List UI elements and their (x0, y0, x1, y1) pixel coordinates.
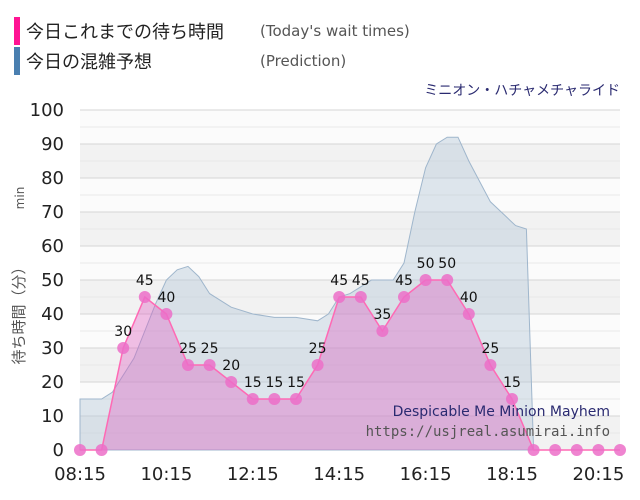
data-label: 35 (373, 307, 391, 323)
actual-point (246, 393, 259, 405)
y-axis-label: 待ち時間（分） (10, 259, 28, 364)
y-tick-label: 100 (30, 100, 64, 121)
actual-point (354, 291, 367, 303)
y-tick-label: 0 (53, 440, 64, 461)
data-label: 15 (287, 375, 305, 391)
actual-point (614, 444, 626, 456)
data-label: 20 (222, 358, 240, 374)
actual-point (95, 444, 108, 456)
actual-point (506, 393, 518, 405)
attraction-name-jp: ミニオン・ハチャメチャライド (424, 83, 620, 99)
attraction-name-en: Despicable Me Minion Mayhem (393, 404, 610, 420)
x-tick-label: 12:15 (227, 464, 279, 485)
legend-actual-label: 今日これまでの待ち時間 (26, 22, 224, 43)
data-label: 40 (157, 290, 175, 306)
y-axis-unit: min (13, 187, 27, 210)
actual-line (80, 279, 620, 451)
y-axis-ticks: 0 10 20 30 40 50 60 70 80 90 100 (30, 100, 64, 461)
x-tick-label: 16:15 (400, 464, 452, 485)
data-label: 45 (352, 273, 370, 289)
actual-series (74, 274, 626, 456)
actual-point (570, 444, 583, 456)
data-label: 45 (136, 273, 154, 289)
y-tick-label: 70 (41, 202, 64, 223)
actual-point (268, 393, 281, 405)
actual-point (462, 308, 475, 320)
data-label: 45 (395, 273, 413, 289)
x-tick-label: 08:15 (54, 464, 106, 485)
legend-prediction: 今日の混雑予想 (14, 46, 152, 76)
y-tick-label: 80 (41, 168, 64, 189)
data-label: 25 (201, 341, 219, 357)
actual-area (80, 280, 620, 450)
actual-point (225, 376, 238, 388)
actual-point (311, 359, 324, 371)
data-label: 25 (309, 341, 327, 357)
y-tick-label: 10 (41, 406, 64, 427)
y-tick-label: 50 (41, 270, 64, 291)
actual-point (333, 291, 346, 303)
data-label: 15 (244, 375, 262, 391)
actual-point (592, 444, 605, 456)
y-tick-label: 90 (41, 134, 64, 155)
legend-prediction-label: 今日の混雑予想 (26, 52, 152, 73)
actual-point (138, 291, 151, 303)
actual-point (419, 274, 432, 286)
legend-prediction-sub: (Prediction) (260, 52, 347, 70)
data-label: 45 (330, 273, 348, 289)
x-tick-label: 10:15 (140, 464, 192, 485)
data-label: 30 (114, 324, 132, 340)
x-axis-ticks: 08:15 10:15 12:15 14:15 16:15 18:15 20:15 (54, 464, 624, 485)
data-label: 25 (179, 341, 197, 357)
data-label: 50 (438, 256, 456, 272)
data-label: 40 (460, 290, 478, 306)
actual-point (203, 359, 216, 371)
data-label: 15 (265, 375, 283, 391)
actual-point (484, 359, 497, 371)
legend-actual-sub: (Today's wait times) (260, 22, 410, 40)
y-tick-label: 60 (41, 236, 64, 257)
actual-point (398, 291, 410, 303)
data-label: 15 (503, 375, 521, 391)
actual-point (182, 359, 194, 371)
site-url: https://usjreal.asumirai.info (366, 424, 610, 440)
actual-point (527, 444, 540, 456)
actual-point (74, 444, 86, 456)
actual-point (549, 444, 562, 456)
actual-point (117, 342, 130, 354)
y-tick-label: 30 (41, 338, 64, 359)
actual-point (160, 308, 173, 320)
actual-point (290, 393, 302, 405)
legend-actual: 今日これまでの待ち時間 (14, 16, 224, 46)
y-tick-label: 40 (41, 304, 64, 325)
x-tick-label: 18:15 (486, 464, 538, 485)
x-tick-label: 14:15 (313, 464, 365, 485)
data-label: 25 (481, 341, 499, 357)
data-label: 50 (417, 256, 435, 272)
legend-prediction-swatch (14, 47, 20, 75)
actual-point (441, 274, 454, 286)
actual-point (376, 325, 389, 337)
x-tick-label: 20:15 (572, 464, 624, 485)
legend-actual-swatch (14, 17, 20, 45)
y-tick-label: 20 (41, 372, 64, 393)
